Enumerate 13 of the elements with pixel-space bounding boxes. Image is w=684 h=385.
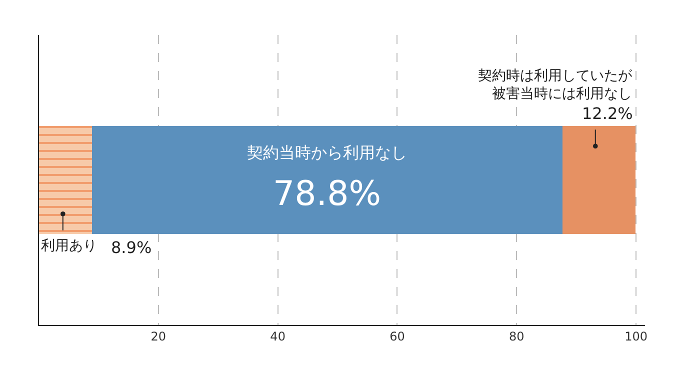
x-tick-label: 80 <box>509 329 524 344</box>
series-label: 契約当時から利用なし <box>247 143 407 162</box>
x-tick-label: 60 <box>390 329 405 344</box>
series-label: 契約時は利用していたが被害当時には利用なし <box>478 68 633 102</box>
data-label: 12.2% <box>582 104 633 123</box>
data-label: 8.9% <box>111 238 152 257</box>
bar <box>562 126 636 234</box>
series-label: 利用あり <box>41 238 97 254</box>
data-label: 78.8% <box>273 174 382 214</box>
x-tick-label: 100 <box>624 329 648 344</box>
x-tick-label: 20 <box>150 329 166 344</box>
bar <box>39 126 92 234</box>
x-tick-label: 40 <box>270 329 286 344</box>
